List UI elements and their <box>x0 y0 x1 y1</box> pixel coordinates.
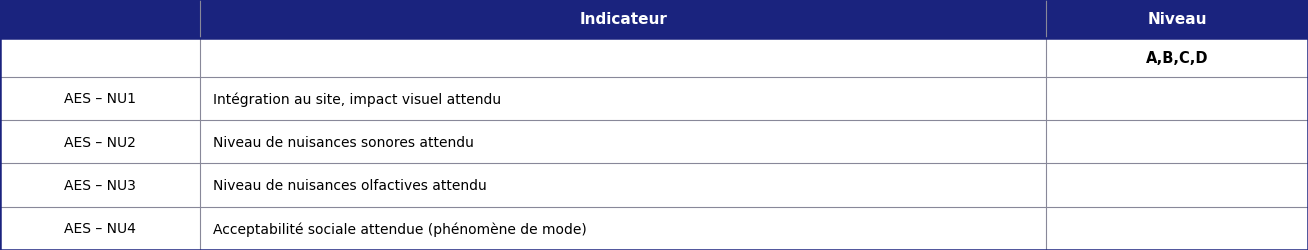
Bar <box>0 164 200 207</box>
Text: Acceptabilité sociale attendue (phénomène de mode): Acceptabilité sociale attendue (phénomèn… <box>213 221 587 236</box>
Text: AES – NU2: AES – NU2 <box>64 135 136 149</box>
Text: Indicateur: Indicateur <box>579 12 667 27</box>
Bar <box>0 78 200 120</box>
Bar <box>200 120 1046 164</box>
Bar <box>1046 164 1308 207</box>
Bar <box>1046 120 1308 164</box>
Text: AES – NU1: AES – NU1 <box>64 92 136 106</box>
Text: Niveau: Niveau <box>1147 12 1207 27</box>
Text: AES – NU4: AES – NU4 <box>64 222 136 235</box>
Text: Niveau de nuisances olfactives attendu: Niveau de nuisances olfactives attendu <box>213 178 487 192</box>
Bar <box>1046 0 1308 39</box>
Bar <box>0 120 200 164</box>
Bar <box>1046 78 1308 120</box>
Bar <box>0 39 200 78</box>
Text: Niveau de nuisances sonores attendu: Niveau de nuisances sonores attendu <box>213 135 473 149</box>
Bar <box>0 0 200 39</box>
Bar <box>0 207 200 250</box>
Bar <box>200 39 1046 78</box>
Text: Intégration au site, impact visuel attendu: Intégration au site, impact visuel atten… <box>213 92 501 106</box>
Text: A,B,C,D: A,B,C,D <box>1146 51 1209 66</box>
Bar <box>1046 39 1308 78</box>
Bar <box>1046 207 1308 250</box>
Text: AES – NU3: AES – NU3 <box>64 178 136 192</box>
Bar <box>200 78 1046 120</box>
Bar <box>200 207 1046 250</box>
Bar <box>200 0 1046 39</box>
Bar <box>200 164 1046 207</box>
